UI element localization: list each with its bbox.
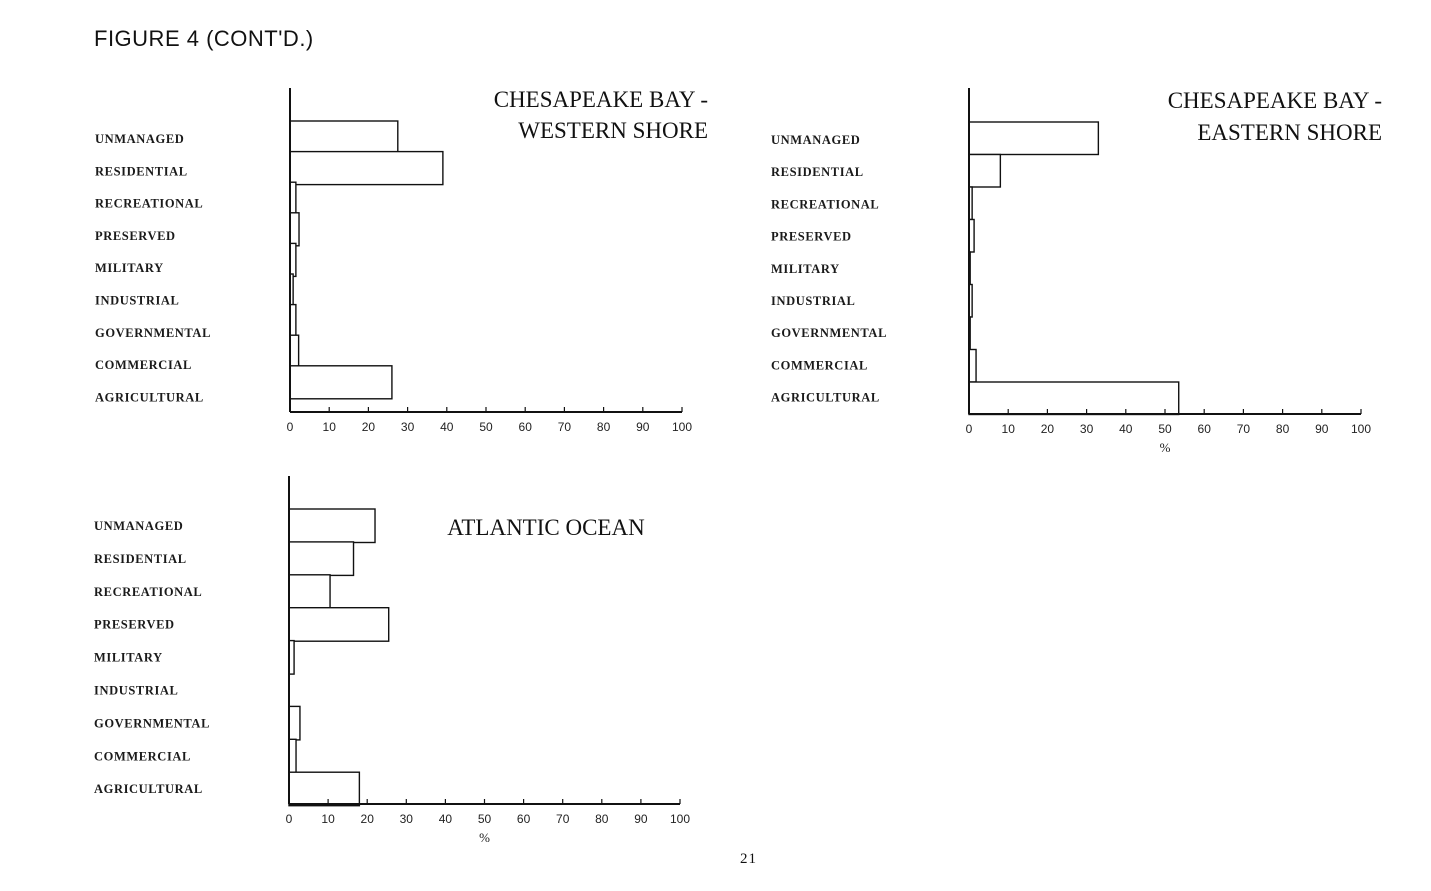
figure-title: FIGURE 4 (CONT'D.) xyxy=(94,26,314,51)
category-label: RESIDENTIAL xyxy=(95,164,188,178)
x-tick-label: 40 xyxy=(1119,422,1133,436)
chart-title: CHESAPEAKE BAY - xyxy=(494,87,708,112)
category-label: INDUSTRIAL xyxy=(94,684,179,698)
x-tick-label: 0 xyxy=(287,420,294,434)
bar xyxy=(289,365,393,400)
x-tick-label: 80 xyxy=(595,812,609,826)
x-tick-label: 60 xyxy=(517,812,531,826)
bar xyxy=(289,120,399,155)
category-label: INDUSTRIAL xyxy=(95,294,180,308)
category-label: PRESERVED xyxy=(771,230,852,244)
x-tick-label: 50 xyxy=(478,812,492,826)
bar xyxy=(288,705,301,741)
x-tick-label: 30 xyxy=(401,420,415,434)
bar xyxy=(288,738,297,774)
category-label: PRESERVED xyxy=(94,618,175,632)
x-tick-label: 50 xyxy=(479,420,493,434)
bar xyxy=(288,508,376,544)
x-axis-label: % xyxy=(1160,440,1171,455)
category-label: AGRICULTURAL xyxy=(94,782,203,796)
chart-title: CHESAPEAKE BAY - xyxy=(1168,88,1382,113)
x-tick-label: 20 xyxy=(361,812,375,826)
x-tick-label: 90 xyxy=(636,420,650,434)
category-label: GOVERNMENTAL xyxy=(94,716,210,730)
category-label: COMMERCIAL xyxy=(94,749,191,763)
category-label: UNMANAGED xyxy=(95,132,184,146)
category-label: COMMERCIAL xyxy=(95,358,192,372)
x-tick-label: 60 xyxy=(519,420,533,434)
x-tick-label: 80 xyxy=(1276,422,1290,436)
x-tick-label: 40 xyxy=(440,420,454,434)
x-tick-label: 30 xyxy=(1080,422,1094,436)
x-tick-label: 100 xyxy=(672,420,692,434)
category-label: MILITARY xyxy=(771,262,840,276)
x-tick-label: 0 xyxy=(966,422,973,436)
x-tick-label: 20 xyxy=(362,420,376,434)
category-label: MILITARY xyxy=(95,261,164,275)
chart-title: ATLANTIC OCEAN xyxy=(447,515,645,540)
x-tick-label: 40 xyxy=(439,812,453,826)
bar xyxy=(288,574,331,609)
x-tick-label: 10 xyxy=(1002,422,1016,436)
page-number: 21 xyxy=(740,851,757,867)
bar xyxy=(968,381,1180,416)
category-label: RECREATIONAL xyxy=(771,197,879,211)
category-label: AGRICULTURAL xyxy=(771,391,880,405)
category-label: GOVERNMENTAL xyxy=(771,326,887,340)
x-tick-label: 0 xyxy=(286,812,293,826)
x-axis-label: % xyxy=(479,830,490,845)
x-tick-label: 90 xyxy=(634,812,648,826)
x-tick-label: 30 xyxy=(400,812,414,826)
x-tick-label: 100 xyxy=(1351,422,1371,436)
x-tick-label: 60 xyxy=(1198,422,1212,436)
x-tick-label: 100 xyxy=(670,812,690,826)
x-tick-label: 10 xyxy=(323,420,337,434)
x-tick-label: 70 xyxy=(1237,422,1251,436)
x-tick-label: 70 xyxy=(558,420,572,434)
x-tick-label: 70 xyxy=(556,812,570,826)
x-tick-label: 80 xyxy=(597,420,611,434)
bar xyxy=(288,771,361,807)
x-tick-label: 10 xyxy=(321,812,335,826)
x-tick-label: 50 xyxy=(1158,422,1172,436)
category-label: RECREATIONAL xyxy=(95,197,203,211)
category-label: AGRICULTURAL xyxy=(95,390,204,404)
category-label: RESIDENTIAL xyxy=(94,552,187,566)
x-tick-label: 90 xyxy=(1315,422,1329,436)
bar xyxy=(288,607,390,642)
bar xyxy=(968,153,1002,188)
category-label: UNMANAGED xyxy=(94,519,183,533)
chart-title: EASTERN SHORE xyxy=(1197,120,1382,145)
category-label: RESIDENTIAL xyxy=(771,165,864,179)
category-label: UNMANAGED xyxy=(771,133,860,147)
category-label: INDUSTRIAL xyxy=(771,294,856,308)
chart-title: WESTERN SHORE xyxy=(518,118,708,143)
category-label: RECREATIONAL xyxy=(94,585,202,599)
category-label: MILITARY xyxy=(94,651,163,665)
category-label: PRESERVED xyxy=(95,229,176,243)
bar xyxy=(288,541,355,577)
bar xyxy=(968,121,1100,156)
x-tick-label: 20 xyxy=(1041,422,1055,436)
category-label: GOVERNMENTAL xyxy=(95,326,211,340)
category-label: COMMERCIAL xyxy=(771,358,868,372)
